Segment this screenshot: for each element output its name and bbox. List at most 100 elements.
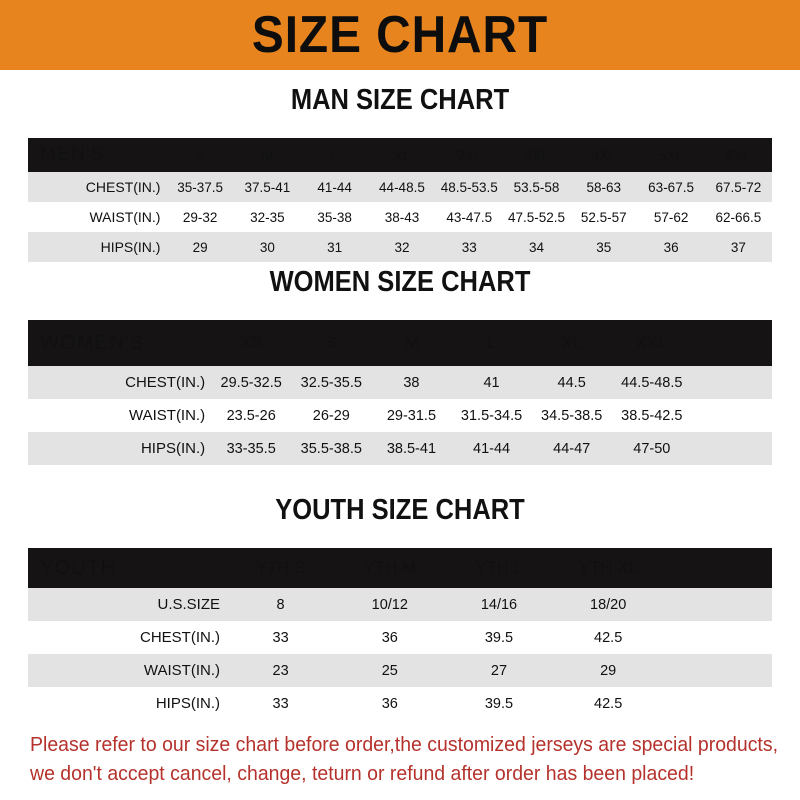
- youth-table-head: YOUTH YTH S YTH M YTH L YTH XL: [28, 548, 772, 588]
- men-cell: 29: [192, 239, 208, 255]
- women-size-table: WOMEN'S XS S M L XL XXL CHEST(IN.) 29.5-32.5 32.…: [28, 320, 772, 465]
- men-size-header: 4XL: [591, 147, 616, 163]
- men-section-title: MAN SIZE CHART: [290, 84, 510, 116]
- youth-cell: [663, 588, 772, 621]
- women-size-header: XS: [239, 333, 263, 352]
- women-size-header: M: [404, 333, 419, 352]
- page-title: SIZE CHART: [251, 6, 549, 64]
- men-row-label: WAIST(IN.): [89, 209, 161, 225]
- men-cell: 38-43: [384, 209, 420, 225]
- women-table-head: WOMEN'S XS S M L XL XXL: [28, 320, 772, 366]
- youth-corner-label: YOUTH: [40, 556, 116, 579]
- youth-cell: 39.5: [484, 695, 514, 712]
- youth-cell: 10/12: [371, 596, 408, 613]
- youth-cell: 42.5: [594, 629, 623, 646]
- women-cell: 41: [483, 374, 500, 391]
- men-cell: 33: [461, 239, 477, 255]
- women-cell: 29.5-32.5: [220, 374, 282, 391]
- youth-row-label: HIPS(IN.): [155, 695, 220, 712]
- men-size-table: MEN'S S M L XL 2XL 3XL 4XL 5XL 6XL CHEST(IN.) 35-3…: [28, 138, 772, 262]
- men-cell: 63-67.5: [648, 179, 694, 195]
- men-cell: 32-35: [250, 209, 285, 225]
- men-cell: 31: [327, 239, 343, 255]
- women-size-header: XL: [561, 333, 583, 352]
- table-row: U.S.SIZE 8 10/12 14/16 18/20: [28, 588, 772, 621]
- youth-cell: 42.5: [594, 695, 623, 712]
- men-cell: 37: [730, 239, 746, 255]
- women-size-header: S: [325, 333, 337, 352]
- women-row-label: HIPS(IN.): [140, 440, 206, 457]
- men-cell: 57-62: [653, 209, 689, 225]
- women-cell: [692, 399, 772, 432]
- youth-cell: 36: [381, 695, 398, 712]
- men-cell: 48.5-53.5: [440, 179, 498, 195]
- men-size-header: M: [261, 147, 274, 163]
- women-cell: 44.5-48.5: [621, 374, 683, 391]
- table-row: CHEST(IN.) 35-37.5 37.5-41 41-44 44-48.5 48.5…: [28, 172, 772, 202]
- men-cell: 53.5-58: [513, 179, 560, 195]
- disclaimer-line-1: Please refer to our size chart before or…: [30, 733, 778, 756]
- table-row: CHEST(IN.) 33 36 39.5 42.5: [28, 621, 772, 654]
- men-table-head: MEN'S S M L XL 2XL 3XL 4XL 5XL 6XL: [28, 138, 772, 172]
- women-cell: 44.5: [557, 374, 586, 391]
- men-corner-label: MEN'S: [40, 144, 105, 165]
- disclaimer-note: Please refer to our size chart before or…: [30, 730, 778, 788]
- men-cell: 43-47.5: [446, 209, 493, 225]
- youth-cell: 25: [381, 662, 398, 679]
- women-section-title: WOMEN SIZE CHART: [269, 266, 531, 298]
- women-cell: 29-31.5: [386, 407, 437, 424]
- youth-cell: 23: [272, 662, 289, 679]
- men-row-label: CHEST(IN.): [85, 179, 161, 195]
- men-cell: 35-38: [317, 209, 352, 225]
- women-cell: 33-35.5: [226, 440, 276, 457]
- youth-cell: 39.5: [484, 629, 514, 646]
- men-cell: 37.5-41: [244, 179, 291, 195]
- youth-cell: [663, 621, 772, 654]
- men-cell: 47.5-52.5: [507, 209, 566, 225]
- youth-cell: 29: [600, 662, 617, 679]
- men-size-header: 6XL: [726, 147, 751, 163]
- men-cell: 34: [529, 239, 545, 255]
- men-cell: 62-66.5: [715, 209, 762, 225]
- youth-size-table-block: YOUTH YTH S YTH M YTH L YTH XL U.S.SIZE 8 10/1…: [28, 548, 772, 720]
- men-cell: 67.5-72: [715, 179, 762, 195]
- men-size-header: 2XL: [457, 147, 482, 163]
- men-cell: 35-37.5: [177, 179, 223, 195]
- men-cell: 32: [394, 239, 410, 255]
- table-row: WAIST(IN.) 23.5-26 26-29 29-31.5 31.5-34.5 34…: [28, 399, 772, 432]
- women-cell: 34.5-38.5: [541, 407, 603, 424]
- disclaimer-line-2: we don't accept cancel, change, teturn o…: [30, 762, 695, 785]
- youth-cell: 8: [276, 596, 285, 613]
- youth-size-header: YTH XL: [578, 558, 638, 577]
- youth-section-title: YOUTH SIZE CHART: [275, 494, 525, 526]
- youth-row-label: WAIST(IN.): [143, 662, 220, 679]
- women-cell: 44-47: [553, 440, 591, 457]
- women-cell: 32.5-35.5: [300, 374, 362, 391]
- youth-cell: [663, 654, 772, 687]
- women-size-header: L: [486, 333, 497, 352]
- men-cell: 52.5-57: [580, 209, 627, 225]
- women-cell: [692, 432, 772, 465]
- men-cell: 44-48.5: [379, 179, 425, 195]
- women-corner-label: WOMEN'S: [40, 331, 145, 354]
- youth-header-row: YOUTH YTH S YTH M YTH L YTH XL: [28, 548, 772, 588]
- youth-row-label: CHEST(IN.): [140, 629, 220, 646]
- youth-cell: 33: [272, 629, 289, 646]
- youth-cell: 36: [381, 629, 398, 646]
- men-header-row: MEN'S S M L XL 2XL 3XL 4XL 5XL 6XL: [28, 138, 772, 172]
- men-row-label: HIPS(IN.): [100, 239, 161, 255]
- men-cell: 35: [596, 239, 612, 255]
- youth-cell: 18/20: [590, 596, 627, 613]
- men-cell: 41-44: [317, 179, 352, 195]
- women-row-label: CHEST(IN.): [125, 374, 206, 391]
- table-row: HIPS(IN.) 33-35.5 35.5-38.5 38.5-41 41-44 44-…: [28, 432, 772, 465]
- youth-size-header: YTH L: [474, 558, 524, 577]
- women-size-header: XXL: [635, 333, 668, 352]
- youth-cell: 33: [272, 695, 289, 712]
- youth-cell: 14/16: [480, 596, 518, 613]
- women-cell: 38.5-42.5: [621, 407, 683, 424]
- women-cell: 31.5-34.5: [460, 407, 523, 424]
- youth-table-body: U.S.SIZE 8 10/12 14/16 18/20 CHEST(IN.) 33 36 39…: [28, 588, 772, 720]
- women-cell: [692, 366, 772, 399]
